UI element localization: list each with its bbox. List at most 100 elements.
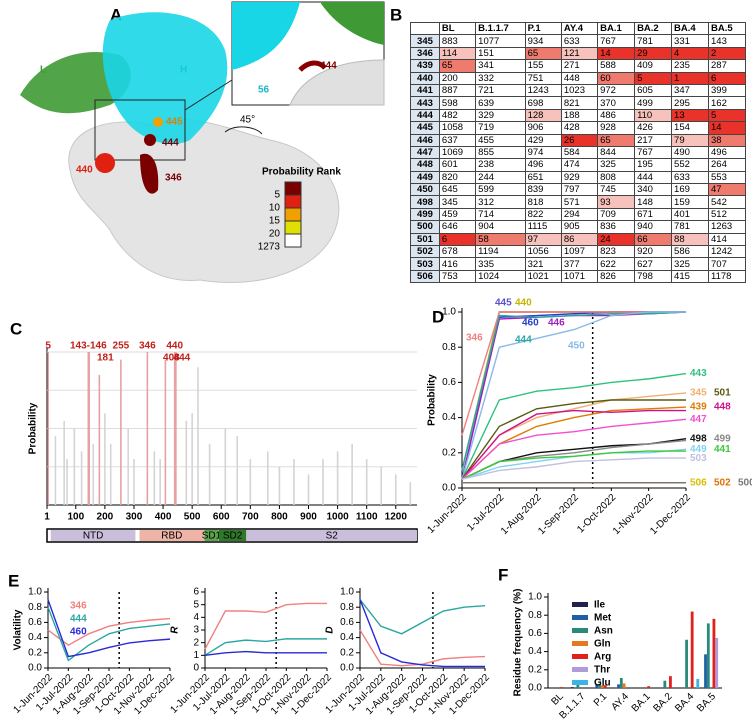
row-header: 499 <box>410 207 440 222</box>
rank-cell: 767 <box>634 145 673 160</box>
rank-cell: 294 <box>560 207 599 222</box>
rank-cell: 622 <box>597 257 636 271</box>
y-axis-label: R <box>170 626 181 634</box>
rank-cell: 928 <box>597 121 636 135</box>
y-tick-label: 0.8 <box>528 610 542 621</box>
series-line <box>47 606 171 662</box>
rank-cell: 1097 <box>560 245 599 259</box>
bar <box>133 459 135 505</box>
bar <box>706 623 710 688</box>
row-header: 440 <box>410 71 440 85</box>
rank-cell: 65 <box>524 46 562 61</box>
bar <box>617 684 620 688</box>
row-header: 498 <box>410 195 440 209</box>
bar <box>336 451 339 505</box>
chain-label: L <box>40 65 46 76</box>
y-tick-label: 0.6 <box>528 628 542 639</box>
rank-cell: 844 <box>597 145 636 160</box>
series-line <box>461 450 686 480</box>
rank-cell: 155 <box>524 59 562 73</box>
rank-cell: 4 <box>671 46 709 61</box>
rank-cell: 512 <box>708 207 746 222</box>
rank-cell: 195 <box>634 158 673 172</box>
rank-cell: 905 <box>560 220 599 234</box>
rank-cell: 162 <box>708 96 746 110</box>
zoom-box <box>94 99 186 161</box>
series-line <box>461 439 687 480</box>
rank-cell: 1263 <box>708 220 746 234</box>
y-tick-label: 5 <box>193 599 199 610</box>
bar <box>249 459 252 505</box>
row-header: 446 <box>410 133 440 147</box>
y-tick-label: 0.0 <box>528 683 542 694</box>
rank-cell: 542 <box>708 195 746 209</box>
rank-cell: 1242 <box>708 245 746 259</box>
bar <box>409 482 412 505</box>
residue-label: 445 <box>166 117 183 128</box>
residue-444 <box>144 134 156 146</box>
rank-cell: 767 <box>597 34 636 48</box>
row-header: 502 <box>410 245 440 259</box>
annotation: 255 <box>113 341 130 352</box>
rank-cell: 826 <box>597 269 636 284</box>
series-label: 439 <box>690 402 707 413</box>
rank-cell: 332 <box>475 71 526 85</box>
panel-letter: F <box>498 565 508 584</box>
column-header: BL <box>438 21 477 36</box>
rank-cell: 797 <box>560 183 599 197</box>
rank-cell: 646 <box>438 220 477 234</box>
x-tick-label: 700 <box>242 512 259 523</box>
y-tick-label: 1.0 <box>340 587 354 598</box>
rank-cell: 24 <box>597 232 636 247</box>
domain <box>246 530 417 541</box>
series-label: 506 <box>690 477 707 488</box>
table-row: 448 601 238 496 474 325 195 552 264 <box>410 158 746 172</box>
series-label: 503 <box>690 453 707 464</box>
rank-cell: 377 <box>560 257 599 271</box>
y-tick-label: 0 <box>193 663 199 674</box>
legend-swatch <box>284 220 302 235</box>
legend-swatch <box>284 181 302 196</box>
bar <box>619 677 623 688</box>
series-label: 449 <box>690 444 707 455</box>
rank-cell: 490 <box>671 145 709 160</box>
series-line <box>461 448 687 480</box>
series-label: 441 <box>714 444 731 455</box>
bar <box>127 428 129 505</box>
bar <box>696 678 700 688</box>
legend-swatch <box>284 207 302 222</box>
legend-swatch <box>572 641 588 646</box>
legend-swatch <box>572 628 588 633</box>
y-tick-label: 0.4 <box>340 632 354 643</box>
bar <box>712 618 716 688</box>
bar <box>266 451 269 505</box>
y-tick-label: 4 <box>193 612 199 623</box>
rank-cell: 836 <box>597 220 636 234</box>
rank-cell: 929 <box>560 170 599 185</box>
rank-cell: 972 <box>597 83 636 98</box>
rank-legend: 5 10 15 20 1273 <box>258 181 302 253</box>
row-header: 447 <box>410 145 440 160</box>
series-label: 450 <box>568 341 585 352</box>
row-header: 445 <box>410 121 440 135</box>
legend-swatch <box>284 233 302 248</box>
rank-cell: 79 <box>671 133 709 147</box>
x-tick-label: 600 <box>213 512 230 523</box>
legend-swatch <box>284 194 302 209</box>
rank-cell: 598 <box>438 96 477 110</box>
inset-residue <box>298 60 327 72</box>
rank-cell: 200 <box>438 71 477 85</box>
domain-label: S2 <box>326 531 339 542</box>
rank-cell: 781 <box>671 220 709 234</box>
rank-cell: 709 <box>597 207 636 222</box>
y-tick-label: 0.2 <box>528 664 542 675</box>
rank-cell: 47 <box>708 183 746 197</box>
annotation: 408 <box>163 353 180 364</box>
chain-label: H <box>180 65 187 76</box>
column-header: B.1.1.7 <box>475 21 526 36</box>
x-tick-label: BA.5 <box>695 691 718 714</box>
heavy-chain <box>102 12 228 144</box>
legend-label: Asn <box>594 626 613 637</box>
row-header: 345 <box>410 34 440 48</box>
